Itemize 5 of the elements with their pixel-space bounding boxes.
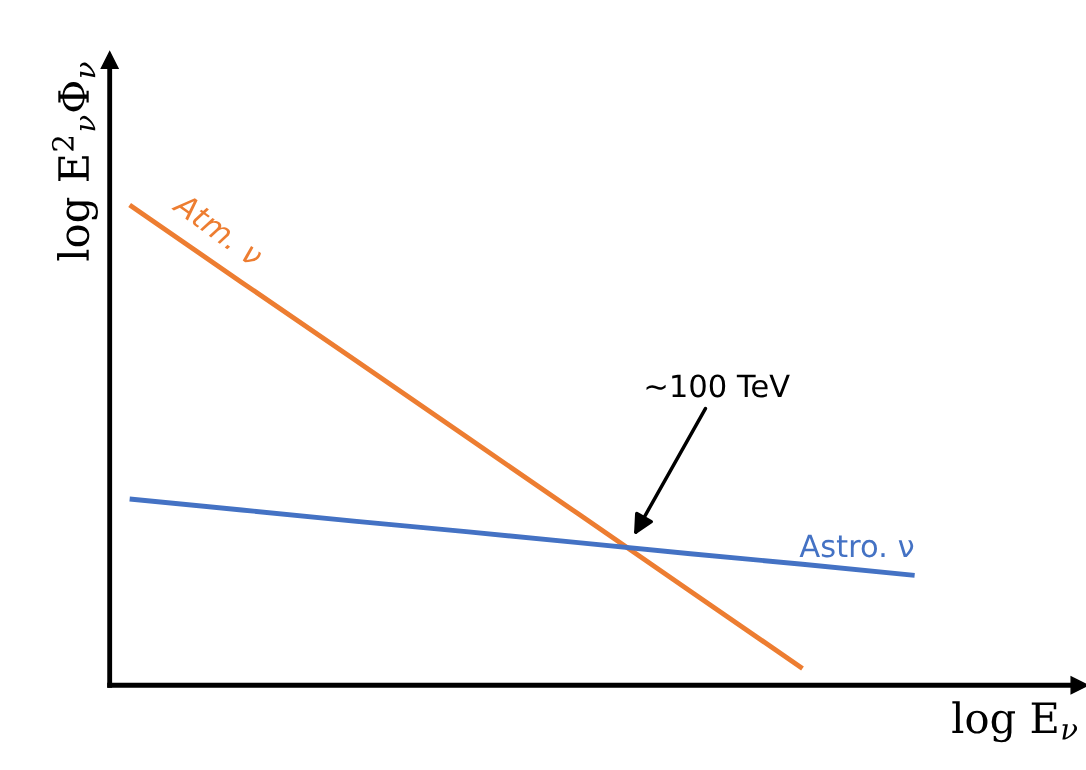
x-axis-title: log E$_{ν}$ [952, 701, 1078, 743]
series-label: Astro. ν [799, 534, 914, 558]
text: Atm. ν [171, 190, 266, 268]
y-axis-title: log E$^{2}$$_{ν}$Φ$_{ν}$ [51, 62, 98, 261]
annotation: ∼100 TeV [646, 374, 790, 398]
